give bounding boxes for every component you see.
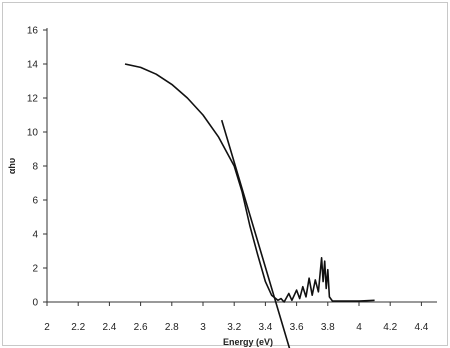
series-line-2	[220, 119, 291, 348]
x-tick-label: 2.8	[165, 322, 179, 333]
x-tick-label: 2.2	[71, 322, 85, 333]
chart-border	[2, 2, 448, 346]
x-tick-label: 3.8	[321, 322, 335, 333]
y-tick-label: 16	[27, 26, 39, 37]
x-axis-title: Energy (eV)	[223, 337, 273, 347]
y-tick-label: 2	[32, 264, 38, 275]
x-tick-label: 2	[44, 322, 50, 333]
series-line-1	[124, 63, 375, 303]
x-tick-label: 2.6	[134, 322, 148, 333]
x-tick-label: 3.2	[227, 322, 241, 333]
axes	[43, 28, 437, 306]
x-tick-label: 4	[356, 322, 362, 333]
x-tick-label: 3.4	[258, 322, 272, 333]
x-tick-label: 4.2	[383, 322, 397, 333]
y-tick-label: 10	[27, 128, 39, 139]
y-tick-label: 12	[27, 94, 39, 105]
x-tick-label: 3	[200, 322, 206, 333]
series-layer	[124, 63, 375, 348]
labels-layer: 0 2 4 6 8 10 12 14 16 2 2.2 2.4 2.6 2.8 3 3.2 3.4 3.6 3.8 4…	[7, 26, 429, 348]
y-tick-label: 14	[27, 60, 39, 71]
x-tick-label: 3.6	[290, 322, 304, 333]
y-tick-label: 4	[32, 230, 38, 241]
x-tick-label: 2.4	[102, 322, 116, 333]
x-tick-label: 4.4	[414, 322, 428, 333]
y-tick-label: 6	[32, 196, 38, 207]
y-tick-label: 8	[32, 162, 38, 173]
y-tick-label: 0	[32, 298, 38, 309]
y-axis-title: αhυ	[7, 158, 17, 174]
